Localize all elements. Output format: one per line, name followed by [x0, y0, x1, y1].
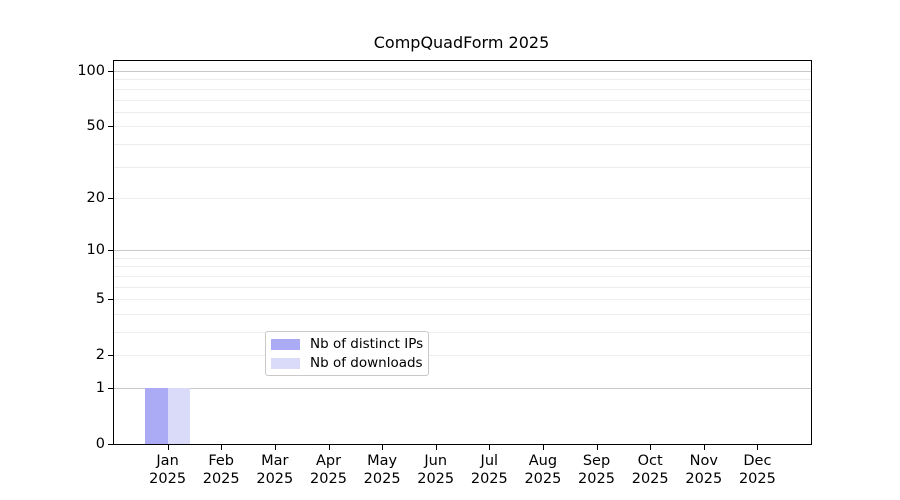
y-tick: [108, 250, 114, 252]
legend: Nb of distinct IPs Nb of downloads: [265, 331, 429, 376]
x-tick-label: Jun 2025: [406, 452, 466, 488]
x-tick: [274, 445, 276, 450]
y-tick-label: 1: [95, 380, 105, 396]
gridline-minor: [114, 257, 811, 259]
y-tick: [108, 444, 114, 445]
x-tick-label: Jan 2025: [138, 452, 198, 488]
x-tick-label: Nov 2025: [674, 452, 734, 488]
x-tick-label: May 2025: [352, 452, 412, 488]
x-tick: [328, 445, 330, 450]
legend-label: Nb of distinct IPs: [310, 335, 424, 352]
gridline-minor: [114, 286, 811, 288]
x-tick-year: 2025: [149, 471, 187, 487]
y-tick-label: 10: [86, 242, 105, 259]
x-tick: [542, 445, 544, 450]
y-tick: [108, 388, 114, 389]
x-tick: [650, 445, 652, 450]
y-tick: [108, 355, 114, 357]
x-tick-month: Nov: [689, 453, 718, 469]
x-tick: [382, 445, 384, 450]
x-tick-month: Dec: [743, 453, 772, 469]
bar-nb-of-downloads: [167, 388, 191, 444]
legend-row: Nb of downloads: [271, 354, 428, 373]
x-tick: [489, 445, 491, 450]
y-tick-label: 100: [77, 63, 105, 79]
y-tick-label: 20: [86, 189, 105, 206]
gridline-major: [114, 388, 811, 389]
gridline-minor: [114, 355, 811, 357]
x-tick-label: Aug 2025: [513, 452, 573, 488]
y-tick: [108, 197, 114, 199]
y-tick-label: 50: [86, 118, 105, 135]
y-tick: [108, 126, 114, 128]
x-tick-year: 2025: [256, 471, 294, 487]
x-tick-year: 2025: [578, 471, 615, 487]
x-tick-label: Oct 2025: [620, 452, 680, 488]
plot-area: 0 1 2 5 10 20 50 100 Jan 2025 Feb 2025 Mar 2025 Apr 202…: [77, 60, 812, 487]
legend-swatch: [271, 357, 300, 369]
gridline-minor: [114, 79, 811, 81]
x-tick-label: Apr 2025: [299, 452, 359, 488]
x-tick: [167, 445, 169, 450]
x-tick-month: Feb: [208, 453, 235, 469]
gridline-minor: [114, 143, 811, 145]
chart-title: CompQuadForm 2025: [373, 33, 550, 52]
x-tick-year: 2025: [685, 471, 723, 487]
x-tick: [435, 445, 437, 450]
x-tick-month: Apr: [315, 453, 342, 469]
y-tick-label: 5: [95, 291, 105, 308]
x-tick-year: 2025: [631, 471, 669, 487]
y-tick-label: 2: [95, 347, 105, 364]
x-tick-label: Feb 2025: [191, 452, 251, 488]
x-tick-month: Jun: [424, 453, 448, 469]
gridline-minor: [114, 111, 811, 113]
x-tick-year: 2025: [524, 471, 562, 487]
x-tick: [757, 445, 759, 450]
x-tick-year: 2025: [363, 471, 401, 487]
x-tick-year: 2025: [470, 471, 508, 487]
x-tick-year: 2025: [202, 471, 240, 487]
y-tick-label: 0: [95, 436, 105, 452]
legend-row: Nb of distinct IPs: [271, 335, 428, 354]
gridline-major: [114, 71, 811, 72]
gridline-minor: [114, 313, 811, 315]
gridline-major: [114, 250, 811, 252]
x-tick-year: 2025: [738, 471, 776, 487]
y-tick: [108, 71, 114, 72]
gridline-minor: [114, 197, 811, 199]
x-tick-label: Jul 2025: [459, 452, 519, 488]
gridline-minor: [114, 332, 811, 333]
x-tick-month: Jul: [480, 453, 499, 469]
x-tick: [221, 445, 223, 450]
x-tick-label: Dec 2025: [727, 452, 787, 488]
bar-nb-of-distinct-ips: [145, 388, 168, 444]
gridline-minor: [114, 88, 811, 90]
legend-label: Nb of downloads: [310, 354, 423, 371]
gridline-minor: [114, 99, 811, 101]
legend-swatch: [271, 338, 300, 350]
x-tick-month: Sep: [582, 453, 611, 469]
x-tick: [596, 445, 598, 450]
x-tick: [703, 445, 705, 450]
gridline-minor: [114, 266, 811, 268]
gridline-minor: [114, 126, 811, 128]
x-tick-month: Aug: [528, 453, 558, 469]
x-tick-year: 2025: [310, 471, 347, 487]
x-tick-month: Jan: [156, 453, 179, 469]
gridline-minor: [114, 275, 811, 277]
x-tick-label: Mar 2025: [245, 452, 305, 488]
y-tick: [108, 299, 114, 301]
x-tick-month: Mar: [261, 453, 289, 469]
x-tick-month: Oct: [637, 453, 663, 469]
x-tick-year: 2025: [417, 471, 455, 487]
gridline-minor: [114, 166, 811, 168]
x-tick-month: May: [367, 453, 398, 469]
x-tick-label: Sep 2025: [567, 452, 627, 488]
gridline-minor: [114, 299, 811, 301]
